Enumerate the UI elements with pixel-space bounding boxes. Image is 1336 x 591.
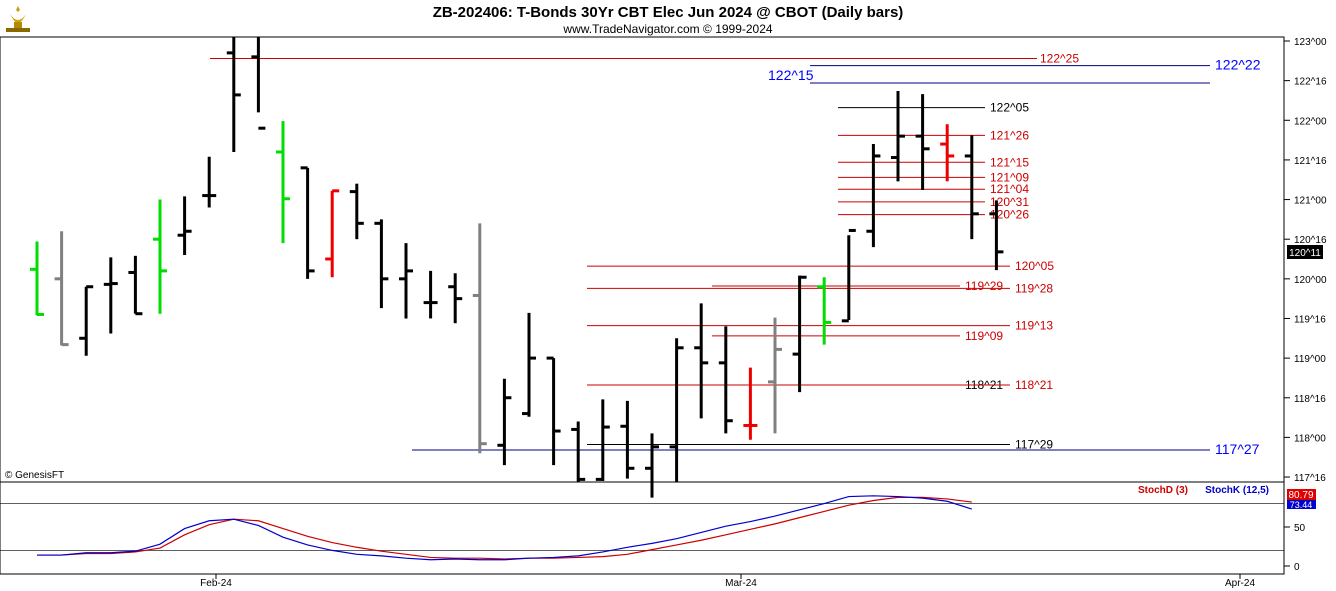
level-label: 121^04 (990, 182, 1029, 196)
watermark: © GenesisFT (5, 470, 64, 481)
ohlc-bar (202, 156, 217, 208)
level-label: 120^05 (1015, 259, 1054, 273)
date-tick-label: Mar-24 (725, 578, 757, 589)
ohlc-bar (251, 37, 266, 130)
price-tick-label: 121^00 (1294, 196, 1327, 207)
stochk-last-value: 73.44 (1290, 500, 1313, 510)
price-tick-label: 119^16 (1294, 314, 1326, 325)
ohlc-bar (645, 433, 659, 498)
level-label: 122^25 (1040, 51, 1079, 65)
ohlc-bar (940, 124, 955, 182)
ohlc-bar (792, 275, 807, 393)
price-axis: 123^00 122^16 122^00 121^16 121^00 120^16 120^… (1284, 37, 1327, 484)
level-label: 121^15 (990, 155, 1029, 169)
ohlc-bar (30, 241, 44, 316)
level-label: 118^21 (1015, 378, 1053, 392)
ohlc-bar (669, 338, 684, 483)
ohlc-bar (620, 400, 635, 479)
price-panel (0, 36, 1285, 483)
date-tick-label: Feb-24 (200, 578, 232, 589)
legend-stochk: StochK (12,5) (1205, 485, 1269, 496)
ohlc-bar (768, 317, 782, 434)
price-tick-label: 123^00 (1294, 37, 1327, 48)
price-tick-label: 122^16 (1294, 77, 1327, 88)
ohlc-bar (103, 257, 118, 334)
level-label: 119^13 (1015, 319, 1053, 333)
ohlc-bar (694, 303, 709, 419)
ohlc-bar (349, 183, 364, 240)
price-tick-label: 120^00 (1294, 275, 1327, 286)
level-label: 122^15 (768, 67, 814, 83)
price-tick-label: 120^16 (1294, 235, 1327, 246)
levels-layer: 122^25 122^22122^15122^05121^26121^15121^… (210, 51, 1261, 457)
price-tick-label: 121^16 (1294, 156, 1327, 167)
price-tick-label: 117^16 (1294, 473, 1326, 484)
stoch-last-values: 80.79 73.44 (1287, 489, 1316, 510)
ohlc-bar (399, 243, 413, 319)
ohlc-bar (325, 189, 340, 278)
stoch-axis: 50 0 (1284, 523, 1306, 573)
level-label: 122^22 (1215, 57, 1261, 73)
stochastic-plot (0, 495, 1284, 561)
level-label: 117^27 (1215, 441, 1260, 457)
ohlc-bar (964, 135, 979, 240)
level-label: 119^28 (1015, 281, 1053, 295)
ohlc-bar (743, 367, 758, 440)
ohlc-bar (595, 399, 610, 481)
ohlc-bar (472, 223, 487, 454)
price-tick-label: 122^00 (1294, 116, 1327, 127)
ohlc-bar (153, 199, 167, 314)
chart-title: ZB-202406: T-Bonds 30Yr CBT Elec Jun 202… (433, 4, 904, 21)
legend-stochd: StochD (3) (1138, 485, 1188, 496)
level-label: 122^05 (990, 101, 1029, 115)
ohlc-bar (423, 270, 438, 319)
ohlc-bar (915, 94, 930, 191)
level-label: 119^29 (965, 279, 1003, 293)
level-label: 117^29 (1015, 437, 1053, 451)
level-label: 119^09 (965, 329, 1003, 343)
ohlc-bar (374, 219, 389, 309)
ohlc-bar (54, 231, 69, 347)
stoch-line-d (37, 496, 972, 560)
ohlc-bar (989, 200, 1004, 271)
ohlc-bar (177, 196, 192, 256)
level-label: 120^26 (990, 208, 1029, 222)
ohlc-bar (497, 378, 512, 466)
indicator-panel (0, 481, 1285, 575)
ohlc-bar (79, 285, 94, 356)
stoch-line-k (37, 495, 972, 561)
ohlc-bar (817, 277, 832, 345)
price-tick-label: 118^16 (1294, 394, 1326, 405)
price-tick-label: 119^00 (1294, 354, 1326, 365)
ohlc-bars (30, 37, 1004, 498)
ohlc-bar (841, 228, 856, 323)
ohlc-bar (866, 144, 881, 248)
stochd-last-value: 80.79 (1288, 490, 1313, 501)
ohlc-bar (226, 37, 241, 152)
ohlc-bar (276, 121, 290, 244)
date-axis: Feb-24 Mar-24 Apr-24 (200, 574, 1255, 589)
ohlc-bar (718, 326, 733, 434)
ohlc-bar (448, 273, 463, 324)
ohlc-bar (300, 166, 315, 279)
ohlc-bar (891, 90, 905, 182)
level-label: 120^31 (990, 195, 1029, 209)
last-price-text: 120^11 (1289, 248, 1321, 259)
ohlc-bar (128, 255, 143, 316)
price-tick-label: 118^00 (1294, 433, 1326, 444)
stoch-tick-label: 0 (1294, 562, 1300, 573)
ohlc-bar (571, 421, 586, 482)
tradenavigator-logo-icon (6, 6, 30, 32)
last-price-label: 120^11 (1287, 245, 1323, 259)
chart-subtitle: www.TradeNavigator.com © 1999-2024 (562, 22, 772, 36)
level-label: 121^09 (990, 170, 1029, 184)
ohlc-bar (522, 312, 536, 417)
stoch-tick-label: 50 (1294, 523, 1306, 534)
level-label: 121^26 (990, 128, 1029, 142)
date-tick-label: Apr-24 (1225, 578, 1255, 589)
ohlc-bar (546, 356, 561, 466)
